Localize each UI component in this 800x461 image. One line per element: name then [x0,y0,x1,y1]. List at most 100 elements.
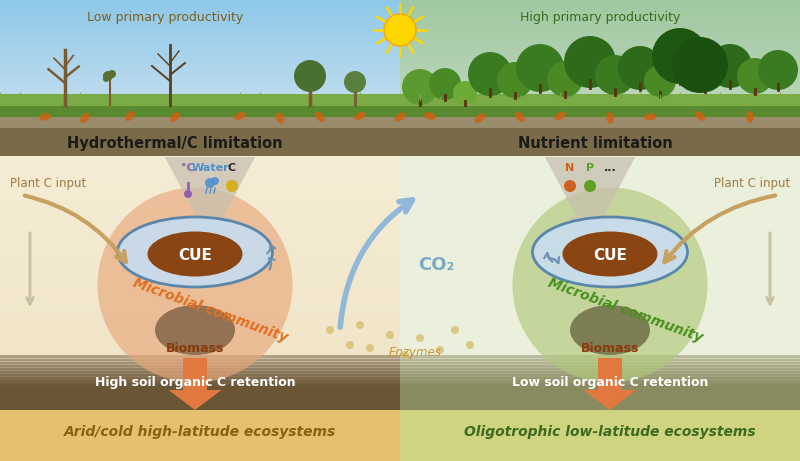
Bar [400,373,800,375]
Polygon shape [169,358,222,410]
Bar [0,84,400,86]
Bar [0,310,400,315]
Bar [0,185,400,190]
Bar [0,270,400,275]
Bar [0,165,400,170]
Bar [0,240,400,245]
Bar [0,54,400,56]
Bar [400,155,800,365]
Bar [400,362,800,365]
Bar [400,6,800,8]
Bar [400,70,800,72]
Bar [0,358,400,360]
Circle shape [211,177,219,185]
Text: CUE: CUE [593,248,627,262]
Bar [0,366,400,367]
Bar [0,34,400,36]
Circle shape [184,190,192,198]
Text: Biomass: Biomass [581,342,639,355]
Text: Low soil organic C retention: Low soil organic C retention [512,376,708,389]
Bar [0,175,400,180]
Bar [0,195,400,200]
Bar [0,72,400,74]
Ellipse shape [118,217,273,287]
Bar [0,52,400,54]
Bar [0,14,400,16]
Bar [400,374,800,377]
Bar [0,355,400,410]
Bar [0,408,400,461]
Bar [400,367,800,369]
Bar [0,112,400,114]
Text: ...: ... [604,163,616,173]
Bar [400,358,800,360]
Bar [0,0,400,2]
Bar [0,18,400,20]
Bar [400,58,800,60]
Bar [400,22,800,24]
Bar [400,370,800,372]
Bar [0,305,400,310]
Bar [0,98,400,100]
Circle shape [497,62,533,98]
Bar [0,94,800,106]
Bar [0,100,400,102]
Bar [0,108,800,156]
Text: P: P [586,163,594,173]
Text: Microbial community: Microbial community [546,275,704,344]
Text: Hydrothermal/C limitation: Hydrothermal/C limitation [67,136,283,150]
Text: N: N [566,163,574,173]
Bar [0,320,400,325]
Bar [0,58,400,60]
Ellipse shape [695,111,705,121]
Bar [0,24,400,26]
Bar [0,382,400,384]
Ellipse shape [424,112,436,120]
Bar [0,106,400,108]
Text: C: C [228,163,236,173]
Bar [0,8,400,10]
Bar [400,0,800,2]
Bar [0,22,400,24]
Bar [0,4,400,6]
Bar [0,275,400,280]
Bar [0,245,400,250]
Circle shape [205,178,215,188]
Bar [400,30,800,32]
Bar [0,379,400,381]
Bar [400,82,800,84]
Circle shape [108,70,116,78]
Bar [400,116,800,118]
Bar [400,54,800,56]
Ellipse shape [644,113,656,120]
Bar [0,290,400,295]
Bar [400,94,800,96]
Ellipse shape [395,112,405,122]
Bar [0,64,400,66]
Circle shape [547,61,583,97]
Ellipse shape [570,305,650,355]
Bar [0,255,400,260]
Bar [0,80,400,82]
Bar [0,86,400,88]
Bar [0,16,400,18]
Bar [0,260,400,265]
Bar [0,44,400,46]
Bar [0,285,400,290]
Bar [400,118,800,120]
Bar [400,108,800,110]
Bar [400,90,800,92]
Ellipse shape [562,231,658,277]
Bar [400,8,800,10]
Bar [0,368,400,371]
Bar [0,325,400,330]
Text: CUE: CUE [178,248,212,262]
Circle shape [326,326,334,334]
Bar [400,72,800,74]
Bar [400,92,800,94]
Bar [400,64,800,66]
Bar [0,114,400,116]
Bar [0,108,400,110]
Text: Plant C input: Plant C input [714,177,790,189]
Bar [0,92,400,94]
